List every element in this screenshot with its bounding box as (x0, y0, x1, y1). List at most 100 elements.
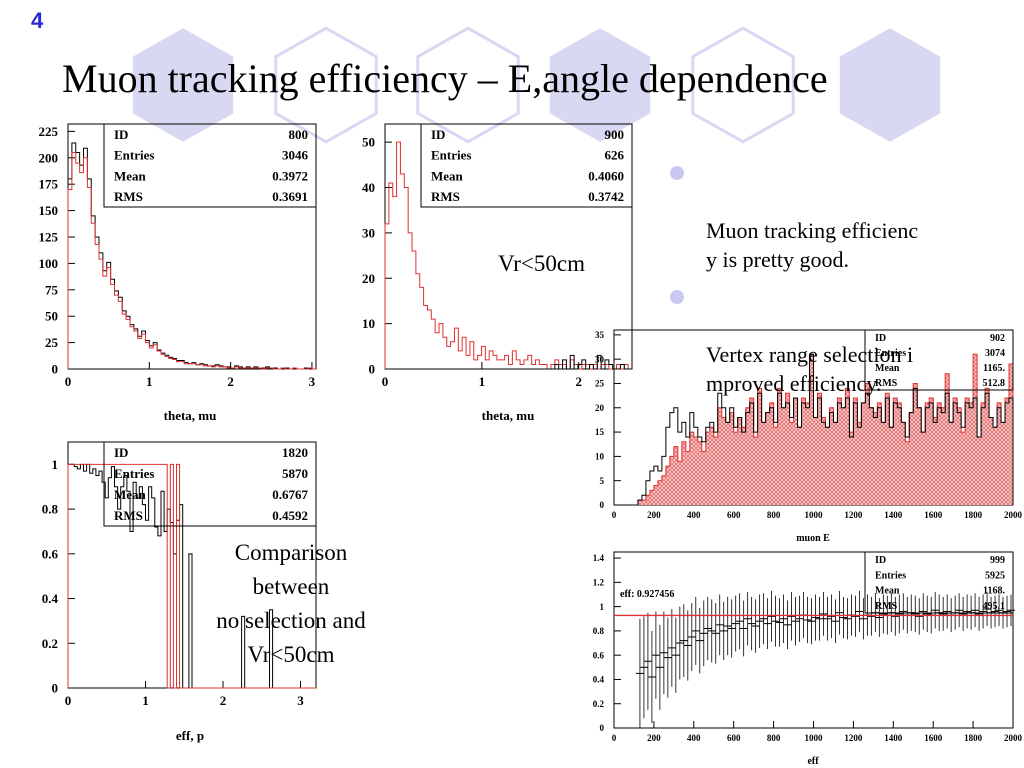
y-tick-label: 30 (362, 225, 375, 240)
fit-label: eff: 0.927456 (620, 589, 674, 600)
x-tick-label: 0 (65, 374, 72, 389)
stats-box (864, 329, 1014, 391)
stats-box (103, 441, 317, 527)
stats-label: Entries (114, 148, 154, 163)
x-tick-label: 1200 (844, 733, 863, 743)
stats-value: 5925 (985, 570, 1005, 581)
y-tick-label: 0.6 (593, 650, 605, 660)
y-tick-label: 0.6 (42, 546, 59, 561)
y-tick-label: 75 (45, 282, 59, 297)
y-tick-label: 225 (39, 124, 59, 139)
x-tick-label: 800 (767, 733, 781, 743)
stats-label: ID (114, 445, 128, 460)
y-tick-label: 0.8 (593, 626, 605, 636)
slide-title: Muon tracking efficiency – E,angle depen… (62, 56, 828, 101)
x-tick-label: 1400 (884, 510, 903, 520)
x-tick-label: 600 (727, 510, 741, 520)
bullet-text: Vertex range selection i mproved efficie… (706, 342, 914, 396)
stats-label: RMS (875, 378, 898, 389)
x-tick-label: 1600 (924, 733, 943, 743)
stats-value: 0.3972 (272, 168, 308, 183)
x-axis-label: eff (807, 756, 819, 767)
x-tick-label: 0 (382, 374, 389, 389)
stats-value: 0.3742 (588, 189, 624, 204)
y-tick-label: 0.2 (42, 636, 58, 651)
bullet-text: Muon tracking efficienc y is pretty good… (706, 218, 919, 272)
x-tick-label: 2000 (1004, 733, 1023, 743)
x-tick-label: 1 (479, 374, 486, 389)
y-tick-label: 0.4 (42, 591, 59, 606)
x-tick-label: 2 (227, 374, 234, 389)
hexagon-shape (274, 26, 378, 144)
stats-value: 0.4592 (272, 508, 308, 523)
y-tick-label: 35 (595, 330, 605, 340)
y-tick-label: 10 (595, 452, 605, 462)
bullet-dot-icon (670, 290, 684, 304)
x-tick-label: 1000 (805, 510, 824, 520)
x-tick-label: 200 (647, 510, 661, 520)
hexagon-shape (132, 28, 234, 142)
y-tick-label: 0.2 (593, 699, 605, 709)
x-tick-label: 0 (612, 510, 617, 520)
histogram-series-b (67, 152, 316, 370)
y-tick-label: 50 (45, 309, 58, 324)
hexagon-shape (839, 28, 941, 142)
stats-value: 3046 (282, 148, 309, 163)
stats-box (864, 551, 1014, 614)
x-axis-label: theta, mu (482, 408, 535, 423)
stats-label: Mean (114, 168, 147, 183)
y-tick-label: 0.8 (42, 502, 59, 517)
y-tick-label: 1.4 (593, 553, 605, 563)
x-tick-label: 1000 (805, 733, 824, 743)
bullet-dot-icon (670, 166, 684, 180)
x-tick-label: 3 (297, 693, 304, 708)
x-tick-label: 1 (146, 374, 153, 389)
stats-value: 1820 (282, 445, 308, 460)
y-tick-label: 100 (39, 256, 59, 271)
x-axis-label: muon E (796, 533, 830, 544)
stats-value: 1168. (983, 586, 1005, 597)
hexagon-shape (416, 26, 520, 144)
x-tick-label: 1600 (924, 510, 943, 520)
stats-label: Mean (875, 586, 900, 597)
stats-value: 0.6767 (272, 487, 308, 502)
y-tick-label: 15 (595, 427, 605, 437)
stats-label: ID (875, 555, 886, 566)
x-tick-label: 0 (612, 733, 617, 743)
y-tick-label: 30 (595, 354, 605, 364)
stats-value: 512.8 (983, 378, 1006, 389)
y-tick-label: 50 (362, 135, 375, 150)
stats-value: 495.1 (983, 601, 1006, 612)
stats-label: Mean (431, 168, 464, 183)
y-tick-label: 0 (600, 500, 605, 510)
x-tick-label: 600 (727, 733, 741, 743)
x-tick-label: 1400 (884, 733, 903, 743)
y-tick-label: 0 (52, 681, 59, 696)
x-tick-label: 400 (687, 510, 701, 520)
stats-value: 900 (605, 127, 625, 142)
y-tick-label: 25 (595, 379, 605, 389)
y-tick-label: 0.4 (593, 675, 605, 685)
x-tick-label: 1200 (844, 510, 863, 520)
stats-value: 1165. (983, 363, 1005, 374)
bullet-list: Muon tracking efficienc y is pretty good… (668, 158, 988, 406)
plot-frame (613, 551, 1014, 729)
x-tick-label: 0 (65, 693, 72, 708)
stats-label: Entries (431, 148, 471, 163)
stats-value: 626 (605, 148, 625, 163)
x-tick-label: 2000 (1004, 510, 1023, 520)
stats-label: RMS (431, 189, 460, 204)
histogram-series-a (614, 353, 1014, 506)
bullet-item: Muon tracking efficienc y is pretty good… (668, 158, 988, 274)
stats-value: 0.4060 (588, 168, 624, 183)
hexagon-decoration (132, 26, 941, 144)
y-tick-label: 20 (595, 403, 605, 413)
histogram-series-b (67, 463, 316, 689)
y-tick-label: 20 (362, 271, 375, 286)
y-tick-label: 10 (362, 316, 375, 331)
x-tick-label: 2 (575, 374, 582, 389)
stats-label: Mean (875, 363, 900, 374)
